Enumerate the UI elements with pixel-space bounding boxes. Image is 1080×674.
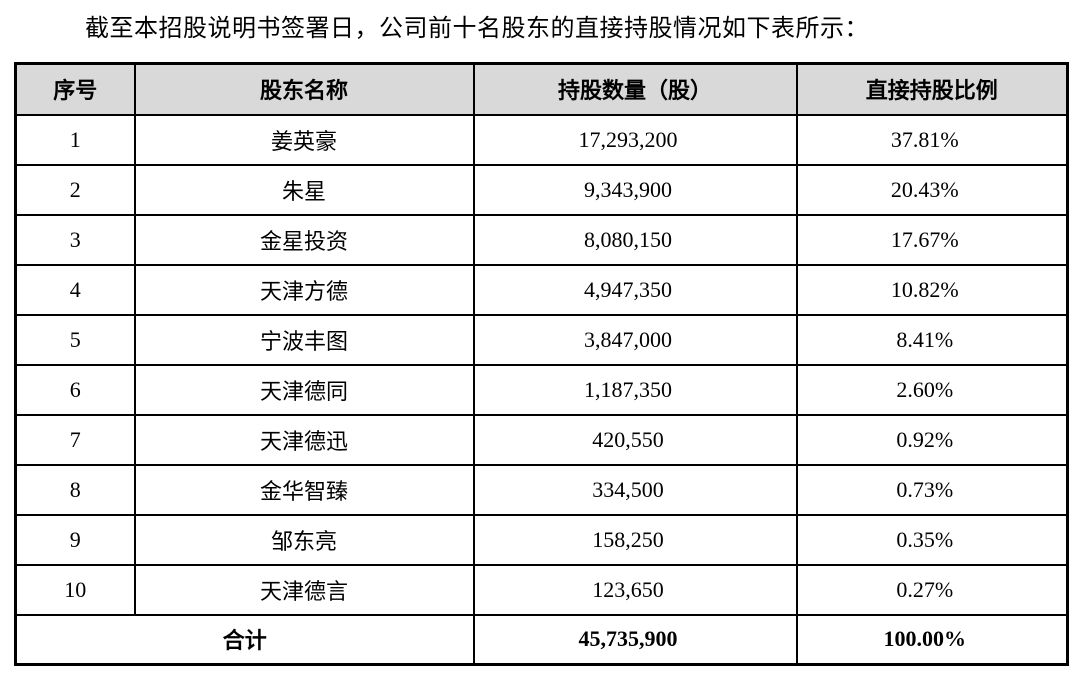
header-shares: 持股数量（股） — [472, 62, 798, 116]
cell-ratio: 0.92% — [795, 413, 1069, 466]
cell-shares: 420,550 — [472, 413, 798, 466]
table-row: 6 天津德同 1,187,350 2.60% — [14, 363, 1069, 416]
cell-ratio: 17.67% — [795, 213, 1069, 266]
cell-ratio: 0.73% — [795, 463, 1069, 516]
cell-no: 8 — [14, 463, 136, 516]
cell-shares: 1,187,350 — [472, 363, 798, 416]
cell-no: 5 — [14, 313, 136, 366]
cell-shares: 17,293,200 — [472, 113, 798, 166]
cell-shares: 4,947,350 — [472, 263, 798, 316]
cell-no: 10 — [14, 563, 136, 616]
cell-no: 7 — [14, 413, 136, 466]
cell-ratio: 37.81% — [795, 113, 1069, 166]
cell-no: 2 — [14, 163, 136, 216]
table-row: 2 朱星 9,343,900 20.43% — [14, 163, 1069, 216]
cell-shares: 3,847,000 — [472, 313, 798, 366]
cell-shares: 9,343,900 — [472, 163, 798, 216]
cell-name: 邹东亮 — [133, 513, 475, 566]
cell-no: 4 — [14, 263, 136, 316]
cell-ratio: 2.60% — [795, 363, 1069, 416]
cell-no: 1 — [14, 113, 136, 166]
table-row: 4 天津方德 4,947,350 10.82% — [14, 263, 1069, 316]
table-row: 7 天津德迅 420,550 0.92% — [14, 413, 1069, 466]
cell-shares: 123,650 — [472, 563, 798, 616]
cell-name: 姜英豪 — [133, 113, 475, 166]
table-row: 8 金华智臻 334,500 0.73% — [14, 463, 1069, 516]
cell-no: 9 — [14, 513, 136, 566]
cell-name: 金华智臻 — [133, 463, 475, 516]
total-ratio: 100.00% — [795, 613, 1069, 666]
cell-ratio: 10.82% — [795, 263, 1069, 316]
cell-name: 天津德同 — [133, 363, 475, 416]
table-row: 3 金星投资 8,080,150 17.67% — [14, 213, 1069, 266]
cell-name: 天津方德 — [133, 263, 475, 316]
cell-ratio: 8.41% — [795, 313, 1069, 366]
cell-name: 宁波丰图 — [133, 313, 475, 366]
cell-ratio: 0.27% — [795, 563, 1069, 616]
cell-shares: 158,250 — [472, 513, 798, 566]
intro-text: 截至本招股说明书签署日，公司前十名股东的直接持股情况如下表所示： — [85, 16, 869, 42]
cell-no: 3 — [14, 213, 136, 266]
cell-name: 朱星 — [133, 163, 475, 216]
total-label: 合计 — [14, 613, 475, 666]
cell-ratio: 0.35% — [795, 513, 1069, 566]
cell-name: 天津德迅 — [133, 413, 475, 466]
header-ratio: 直接持股比例 — [795, 62, 1069, 116]
table-total-row: 合计 45,735,900 100.00% — [14, 613, 1069, 666]
cell-name: 金星投资 — [133, 213, 475, 266]
cell-shares: 8,080,150 — [472, 213, 798, 266]
table-row: 5 宁波丰图 3,847,000 8.41% — [14, 313, 1069, 366]
shareholders-table: 序号 股东名称 持股数量（股） 直接持股比例 1 姜英豪 17,293,200 … — [14, 62, 1069, 666]
cell-shares: 334,500 — [472, 463, 798, 516]
table-header-row: 序号 股东名称 持股数量（股） 直接持股比例 — [14, 62, 1069, 116]
cell-no: 6 — [14, 363, 136, 416]
cell-ratio: 20.43% — [795, 163, 1069, 216]
table-row: 9 邹东亮 158,250 0.35% — [14, 513, 1069, 566]
table-row: 10 天津德言 123,650 0.27% — [14, 563, 1069, 616]
header-name: 股东名称 — [133, 62, 475, 116]
cell-name: 天津德言 — [133, 563, 475, 616]
header-no: 序号 — [14, 62, 136, 116]
table-row: 1 姜英豪 17,293,200 37.81% — [14, 113, 1069, 166]
total-shares: 45,735,900 — [472, 613, 798, 666]
